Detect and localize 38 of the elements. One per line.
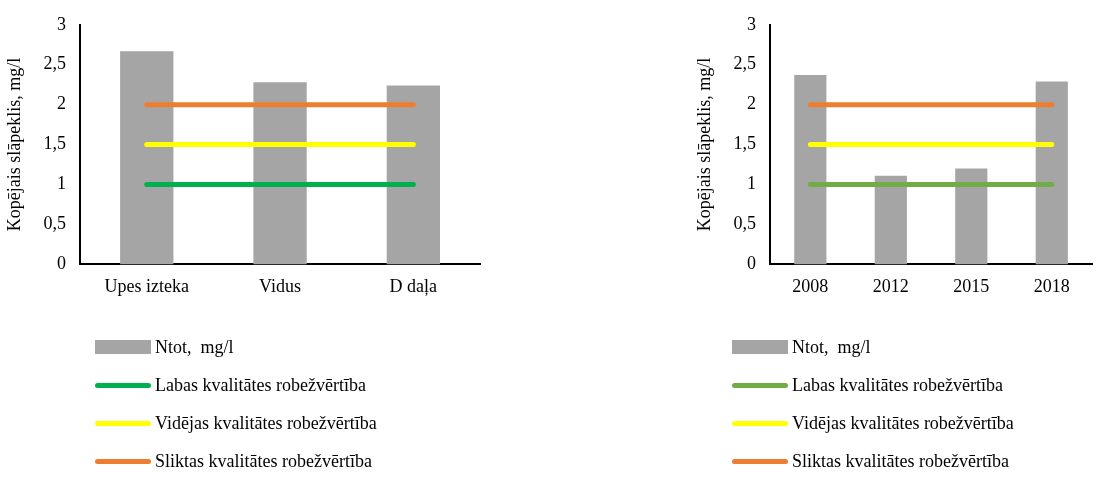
x-tick-label: 2012	[872, 275, 909, 296]
y-tick-label: 1	[57, 173, 67, 194]
y-tick-label: 0	[57, 253, 67, 274]
bar	[955, 168, 988, 265]
legend-label: Sliktas kvalitātes robežvērtība	[155, 450, 372, 472]
legend-label: Vidējas kvalitātes robežvērtība	[792, 412, 1014, 434]
y-tick-label: 2,5	[43, 53, 67, 74]
y-tick-label: 3	[57, 13, 67, 34]
y-tick-label: 1	[747, 173, 757, 194]
legend-label: Labas kvalitātes robežvērtība	[792, 374, 1003, 396]
y-axis-title: Kopējais slāpeklis, mg/l	[693, 57, 714, 232]
legend-label: Ntot, mg/l	[155, 336, 234, 358]
x-tick-label: 2018	[1033, 275, 1070, 296]
y-tick-label: 0,5	[733, 213, 757, 234]
bar	[253, 82, 307, 265]
x-tick-label: 2015	[953, 275, 990, 296]
y-tick-label: 0,5	[43, 213, 67, 234]
legend-label: Sliktas kvalitātes robežvērtība	[792, 450, 1009, 472]
legend-label: Ntot, mg/l	[792, 336, 871, 358]
bar	[794, 75, 827, 265]
y-tick-label: 3	[747, 13, 757, 34]
y-tick-label: 2	[747, 93, 757, 114]
bar	[1035, 81, 1068, 265]
x-tick-label: Upes izteka	[104, 275, 189, 296]
bar	[120, 51, 174, 265]
y-tick-label: 2	[57, 93, 67, 114]
x-tick-label: 2008	[792, 275, 829, 296]
legend-label: Labas kvalitātes robežvērtība	[155, 374, 366, 396]
legend-label: Vidējas kvalitātes robežvērtība	[155, 412, 377, 434]
bar	[874, 175, 907, 265]
y-tick-label: 2,5	[733, 53, 757, 74]
x-tick-label: Vidus	[259, 275, 302, 296]
bar	[386, 85, 441, 265]
y-tick-label: 0	[747, 253, 757, 274]
y-tick-label: 1,5	[733, 133, 757, 154]
y-axis-title: Kopējais slāpeklis, mg/l	[3, 57, 24, 232]
y-tick-label: 1,5	[43, 133, 67, 154]
x-tick-label: D daļa	[389, 275, 438, 296]
